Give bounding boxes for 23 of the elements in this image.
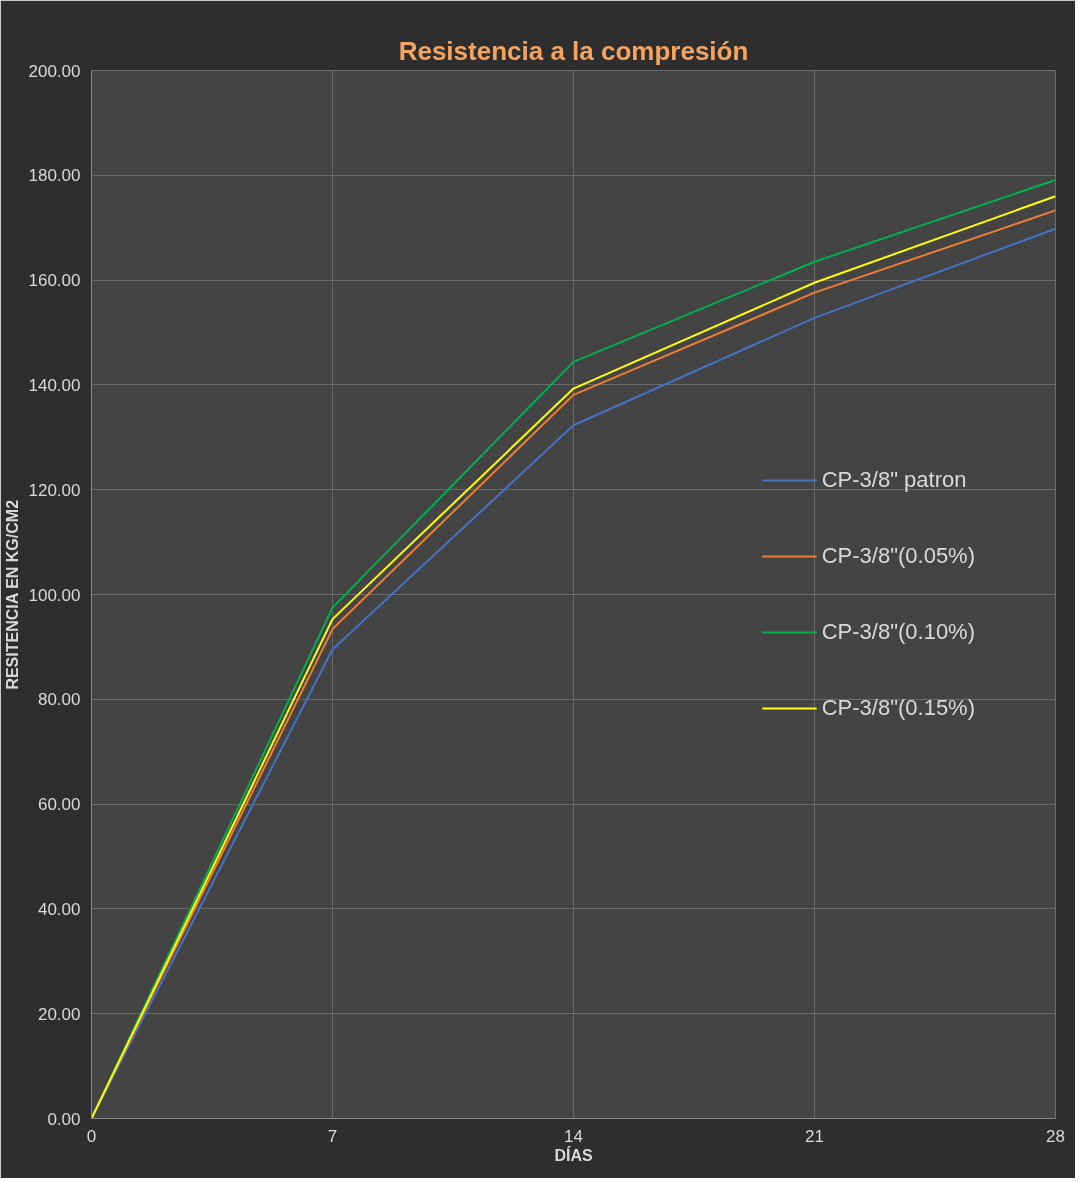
x-tick-label: 14	[564, 1126, 583, 1146]
y-tick-label: 60.00	[37, 795, 81, 815]
y-tick-label: 0.00	[47, 1109, 81, 1129]
legend-label: CP-3/8"(0.10%)	[821, 619, 975, 645]
chart-title: Resistencia a la compresión	[398, 35, 749, 66]
y-tick-label: 80.00	[37, 690, 81, 710]
legend-label: CP-3/8"(0.15%)	[821, 695, 975, 721]
x-tick-label: 7	[327, 1126, 338, 1146]
y-tick-label: 160.00	[28, 271, 81, 291]
y-tick-label: 40.00	[37, 899, 81, 919]
y-tick-label: 200.00	[28, 61, 81, 81]
y-tick-label: 100.00	[28, 585, 81, 605]
x-tick-label: 28	[1046, 1126, 1065, 1146]
y-tick-label: 180.00	[28, 166, 81, 186]
y-tick-label: 140.00	[28, 375, 81, 395]
x-axis-title: DÍAS	[554, 1145, 593, 1164]
legend-label: CP-3/8" patron	[821, 467, 967, 493]
y-axis-title: RESITENCIA EN KG/CM2	[3, 499, 21, 690]
x-tick-label: 0	[86, 1126, 97, 1146]
y-tick-label: 120.00	[28, 480, 81, 500]
y-tick-label: 20.00	[37, 1004, 81, 1024]
legend-label: CP-3/8"(0.05%)	[821, 543, 975, 569]
x-tick-label: 21	[805, 1126, 824, 1146]
